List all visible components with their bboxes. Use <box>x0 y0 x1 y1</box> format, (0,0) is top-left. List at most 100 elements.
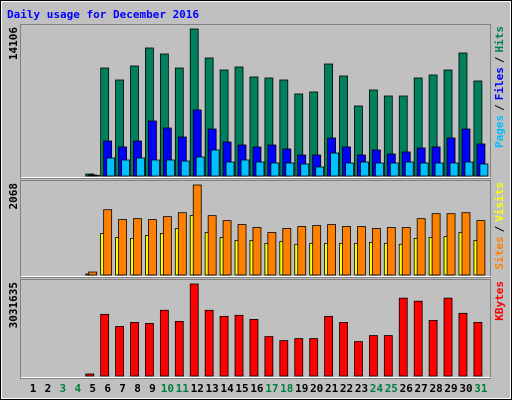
bar <box>106 157 116 177</box>
x-tick-label: 20 <box>310 382 323 395</box>
x-tick-label: 5 <box>89 382 96 395</box>
x-tick-label: 6 <box>104 382 111 395</box>
legend-separator: / <box>493 104 506 111</box>
bar <box>461 212 471 276</box>
legend-entry: Sites <box>493 236 506 269</box>
x-tick-label: 31 <box>474 382 488 395</box>
bar <box>267 232 277 276</box>
x-tick-label: 8 <box>134 382 141 395</box>
bar <box>354 341 363 377</box>
bar <box>204 309 214 377</box>
bar <box>159 309 169 377</box>
x-tick-label: 4 <box>74 382 81 395</box>
bar <box>148 219 157 276</box>
bar <box>458 312 468 377</box>
legend-entry: Files <box>493 67 506 100</box>
bar <box>103 209 113 276</box>
bar <box>309 338 319 377</box>
bar <box>174 321 184 377</box>
x-tick-label: 22 <box>340 382 353 395</box>
chart-title: Daily usage for December 2016 <box>7 8 199 21</box>
bar <box>249 318 259 377</box>
bar <box>449 162 459 177</box>
x-tick-label: 24 <box>370 382 384 395</box>
bar <box>252 227 262 276</box>
bar <box>88 271 98 276</box>
bar <box>100 313 110 377</box>
bar <box>222 220 232 276</box>
y-tick-label: 14106 <box>7 27 20 60</box>
x-tick-label: 1 <box>30 382 37 395</box>
bar <box>285 162 295 177</box>
bar <box>130 322 139 377</box>
bar <box>404 161 414 177</box>
x-tick-label: 14 <box>220 382 234 395</box>
bar <box>419 162 429 177</box>
bar <box>416 218 426 276</box>
bar <box>315 166 325 177</box>
bar <box>312 225 322 276</box>
legend-entry: Pages <box>493 115 506 148</box>
bar <box>282 228 292 276</box>
bar <box>446 213 456 276</box>
bar <box>413 300 423 377</box>
bar <box>237 224 247 276</box>
x-tick-label: 7 <box>119 382 126 395</box>
x-tick-label: 27 <box>415 382 428 395</box>
x-tick-label: 2 <box>45 382 52 395</box>
bar <box>133 218 142 276</box>
bar <box>342 226 351 276</box>
legend-entry: Hits <box>493 26 506 53</box>
legend-entry: KBytes <box>493 281 506 321</box>
bar <box>386 227 396 276</box>
x-tick-label: 29 <box>444 382 457 395</box>
x-tick-label: 19 <box>295 382 308 395</box>
bar <box>360 161 369 177</box>
bar <box>162 216 172 276</box>
x-tick-label: 9 <box>149 382 156 395</box>
legend-entry: Visits <box>493 182 506 222</box>
bar <box>479 163 489 177</box>
legend: KBytes <box>493 281 506 321</box>
bar <box>428 319 438 377</box>
x-tick-label: 16 <box>250 382 264 395</box>
bar <box>443 297 453 377</box>
x-tick-label: 15 <box>235 382 248 395</box>
x-tick-label: 18 <box>280 382 293 395</box>
bar <box>151 159 160 177</box>
bar <box>383 335 393 377</box>
legend-separator: / <box>493 56 506 63</box>
bar <box>300 163 310 177</box>
bar <box>264 336 274 377</box>
bar <box>225 161 235 177</box>
bar <box>240 159 250 177</box>
bar <box>189 283 199 377</box>
bar <box>398 297 408 377</box>
bar <box>327 224 337 276</box>
y-tick-label: 2068 <box>7 183 20 210</box>
bar <box>145 323 154 377</box>
x-tick-label: 26 <box>400 382 414 395</box>
bar <box>297 226 307 276</box>
bar <box>234 314 244 377</box>
x-tick-label: 21 <box>325 382 339 395</box>
bar <box>210 149 220 177</box>
x-tick-label: 25 <box>385 382 398 395</box>
bar <box>136 157 145 177</box>
x-tick-label: 30 <box>459 382 472 395</box>
bar <box>330 152 340 177</box>
bar <box>389 162 399 177</box>
bar <box>339 322 348 377</box>
bar <box>357 226 366 276</box>
bar <box>121 159 130 177</box>
bar <box>431 213 441 276</box>
bar <box>180 160 190 177</box>
bar <box>165 159 175 177</box>
bar <box>473 322 483 377</box>
x-tick-label: 23 <box>355 382 368 395</box>
legend-separator: / <box>493 225 506 232</box>
x-tick-label: 13 <box>206 382 219 395</box>
